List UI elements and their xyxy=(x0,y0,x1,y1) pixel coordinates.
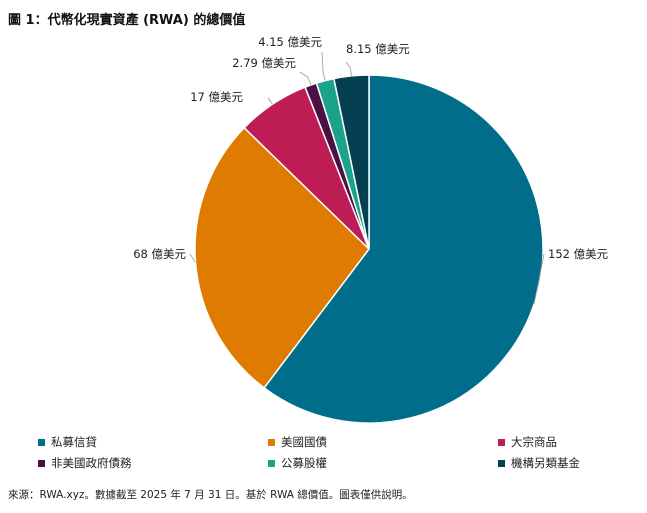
legend-item: 公募股權 xyxy=(268,455,498,471)
legend-label: 公募股權 xyxy=(281,456,327,470)
legend-label: 私募信貸 xyxy=(51,435,97,449)
leader-line xyxy=(267,97,273,105)
legend-label: 大宗商品 xyxy=(511,435,557,449)
leader-line xyxy=(321,51,326,81)
source-note: 來源：RWA.xyz。數據截至 2025 年 7 月 31 日。基於 RWA 總… xyxy=(8,489,413,501)
leader-line xyxy=(345,61,352,76)
legend-swatch xyxy=(38,438,45,446)
chart-title: 圖 1：代幣化現實資產 (RWA) 的總價值 xyxy=(8,13,246,28)
legend-swatch xyxy=(498,459,505,467)
legend-label: 非美國政府債務 xyxy=(51,456,132,470)
legend-item: 機構另類基金 xyxy=(498,455,618,471)
leader-line xyxy=(533,253,545,305)
slice-value-label: 8.15 億美元 xyxy=(346,42,410,56)
slice-value-label: 68 億美元 xyxy=(133,247,186,261)
legend-swatch xyxy=(268,438,275,446)
legend-swatch xyxy=(38,459,45,467)
slice-value-label: 17 億美元 xyxy=(190,90,243,104)
legend-item: 非美國政府債務 xyxy=(38,455,268,471)
legend: 私募信貸 美國國債 大宗商品 非美國政府債務 公募股權 機構另類基金 xyxy=(38,434,618,471)
legend-item: 美國國債 xyxy=(268,434,498,450)
slice-value-label: 4.15 億美元 xyxy=(258,35,322,49)
pie-slice xyxy=(194,126,370,389)
pie-slice xyxy=(263,74,544,424)
leader-line xyxy=(299,71,312,86)
legend-swatch xyxy=(498,438,505,446)
legend-label: 機構另類基金 xyxy=(511,456,580,470)
legend-label: 美國國債 xyxy=(281,435,327,449)
slice-value-label: 152 億美元 xyxy=(548,247,609,261)
legend-item: 大宗商品 xyxy=(498,434,618,450)
legend-item: 私募信貸 xyxy=(38,434,268,450)
slice-value-label: 2.79 億美元 xyxy=(232,56,296,70)
leader-line xyxy=(189,253,196,263)
legend-swatch xyxy=(268,459,275,467)
pie-chart: 152 億美元 68 億美元 17 億美元 2.79 億美元 4.15 億美元 8.15 … xyxy=(133,35,609,424)
